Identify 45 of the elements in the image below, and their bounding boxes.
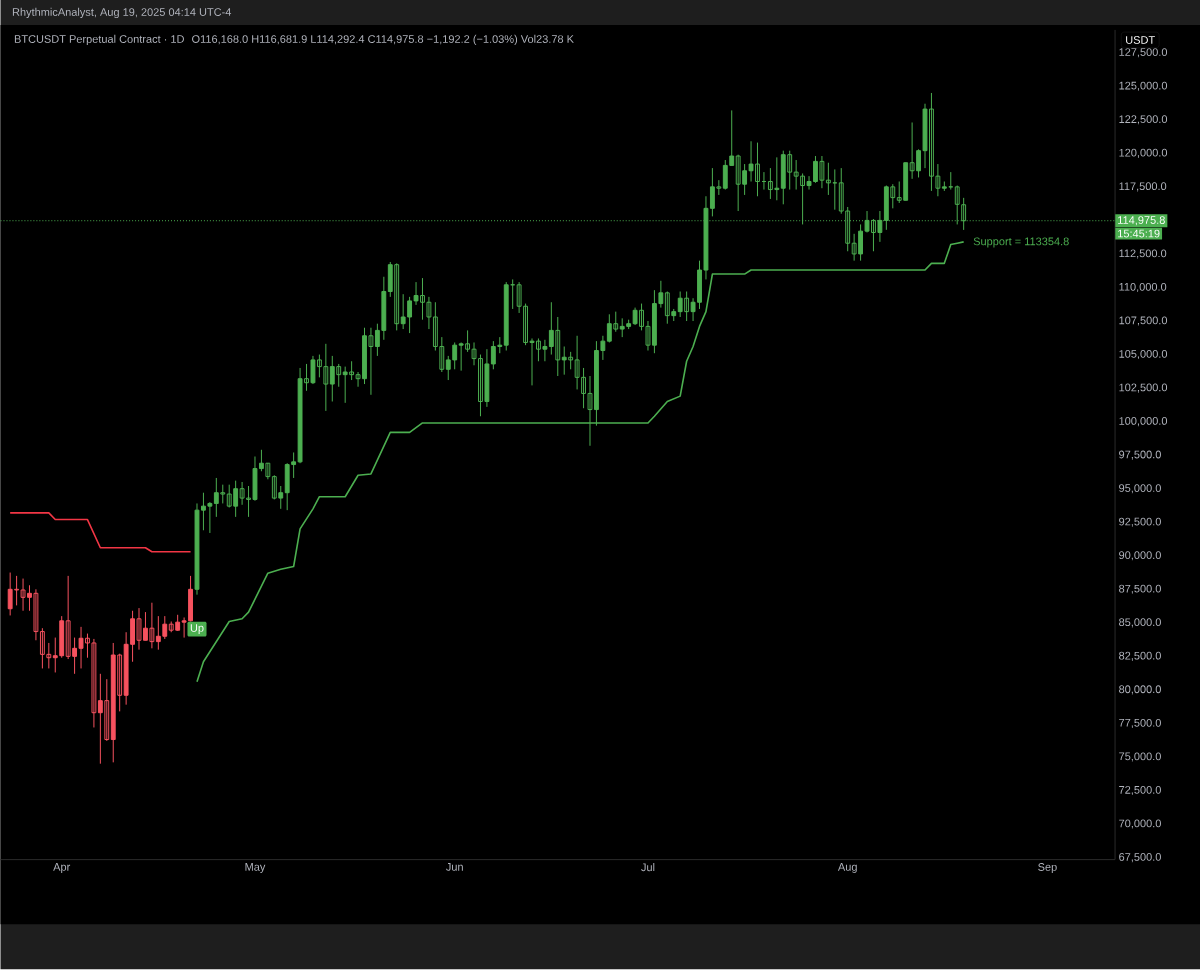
- y-tick-label: 67,500.0: [1119, 853, 1161, 863]
- y-tick-label: 70,000.0: [1119, 819, 1161, 829]
- x-tick-label: Aug: [837, 863, 857, 874]
- y-tick-label: 112,500.0: [1119, 249, 1167, 259]
- text: RhythmicAnalyst, Aug 19, 2025 04:14 UTC-4: [12, 8, 232, 19]
- y-tick-label: 72,500.0: [1119, 786, 1161, 796]
- x-tick-label: Jul: [641, 863, 655, 872]
- y-tick-label: 82,500.0: [1119, 652, 1161, 662]
- ref-line-label: 114,975.8: [1118, 216, 1165, 226]
- y-tick-label: 80,000.0: [1119, 685, 1161, 695]
- x-tick-label: Apr: [53, 863, 71, 874]
- candlestick: [832, 169, 838, 211]
- line-series: [9, 512, 192, 553]
- y-tick-label: 105,000.0: [1119, 350, 1168, 360]
- y-tick-label: 77,500.0: [1119, 719, 1161, 729]
- y-tick-label: 100,000.0: [1119, 417, 1168, 427]
- y-tick-label: 122,500.0: [1119, 115, 1168, 125]
- chart-title: BTCUSDT Perpetual Contract · 1D: [14, 35, 184, 46]
- y-tick-label: 90,000.0: [1119, 551, 1161, 561]
- y-tick-label: 87,500.0: [1119, 584, 1161, 595]
- candlestick: [503, 281, 509, 352]
- x-tick-label: Sep: [1038, 863, 1057, 874]
- y-tick-label: 120,000.0: [1119, 148, 1168, 159]
- y-tick-label: 110,000.0: [1119, 283, 1167, 293]
- y-tick-label: 107,500.0: [1119, 316, 1168, 326]
- chart-subtitle: O116,168.0 H116,681.9 L114,292.4 C114,975.8 −1,192.2 (−1.03%) Vol23.78 K: [192, 35, 574, 46]
- annotation: Support = 113354.8: [973, 237, 1069, 248]
- y-tick-label: 127,500.0: [1119, 48, 1168, 58]
- y-tick-label: 85,000.0: [1119, 618, 1161, 628]
- y-tick-label: 117,500.0: [1119, 182, 1167, 192]
- y-tick-label: 125,000.0: [1119, 81, 1168, 92]
- y-axis-title: USDT: [1126, 36, 1155, 45]
- x-tick-label: Jun: [446, 863, 463, 871]
- x-tick-label: May: [245, 863, 266, 874]
- candlestick: [941, 181, 947, 192]
- annotation: Up: [190, 624, 204, 635]
- y-tick-label: 102,500.0: [1119, 383, 1168, 393]
- y-tick-label: 75,000.0: [1119, 752, 1161, 762]
- candlestick: [761, 171, 767, 191]
- y-tick-label: 97,500.0: [1119, 450, 1161, 460]
- text: 15:45:19: [1118, 229, 1160, 238]
- y-tick-label: 92,500.0: [1119, 517, 1161, 527]
- candlestick: [510, 279, 516, 310]
- y-tick-label: 95,000.0: [1119, 484, 1161, 494]
- candlestick: [948, 171, 954, 191]
